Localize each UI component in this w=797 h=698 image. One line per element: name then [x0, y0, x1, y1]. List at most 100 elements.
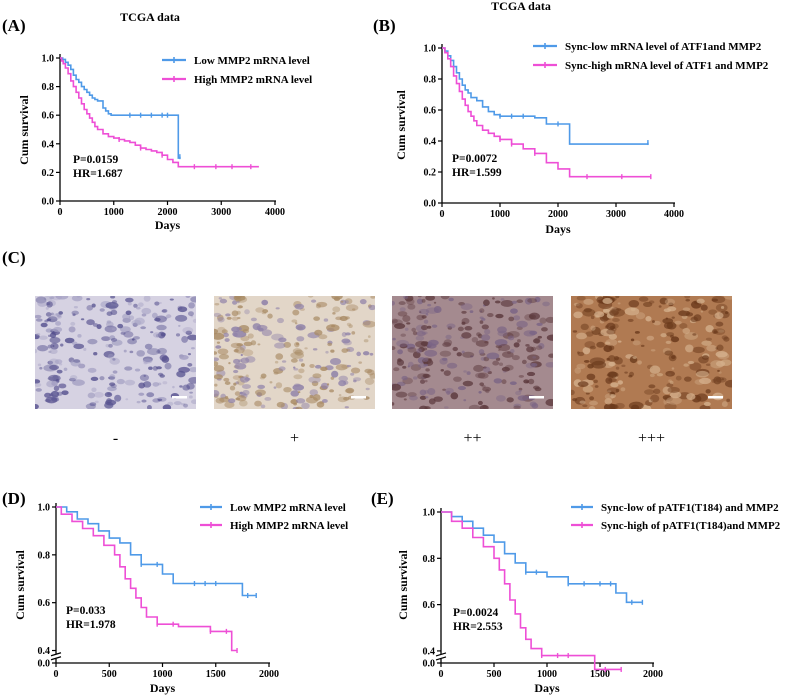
tissue-texture — [461, 350, 465, 354]
tissue-texture — [293, 383, 301, 387]
stat-text: P=0.0159 — [73, 154, 118, 166]
tissue-texture — [539, 317, 547, 324]
tissue-texture — [487, 370, 492, 375]
ihc-panel: (C)- + ++ +++ — [2, 248, 732, 447]
tissue-texture — [38, 335, 48, 340]
tissue-texture — [715, 360, 726, 367]
tissue-texture — [576, 363, 586, 370]
tissue-texture — [232, 300, 238, 305]
tissue-texture — [312, 348, 318, 351]
tissue-texture — [217, 348, 229, 355]
tissue-texture — [585, 392, 590, 395]
tissue-texture — [214, 361, 219, 367]
tissue-texture — [89, 402, 97, 407]
tissue-texture — [238, 359, 243, 363]
tissue-texture — [462, 380, 474, 387]
tissue-texture — [483, 366, 487, 369]
tissue-texture — [407, 392, 417, 398]
tissue-texture — [669, 380, 674, 385]
tissue-texture — [609, 310, 619, 316]
tissue-texture — [37, 363, 42, 367]
tissue-texture — [405, 343, 416, 350]
tissue-texture — [470, 355, 474, 358]
tissue-texture — [577, 351, 585, 357]
tissue-texture — [593, 379, 598, 384]
tissue-texture — [308, 296, 314, 298]
tissue-texture — [87, 392, 96, 399]
legend-label: Low MMP2 mRNA level — [194, 55, 310, 67]
tissue-texture — [440, 368, 445, 372]
tissue-texture — [542, 301, 550, 307]
tissue-texture — [350, 372, 355, 376]
tissue-texture — [421, 298, 426, 303]
tissue-texture — [607, 371, 618, 378]
tissue-texture — [107, 392, 112, 396]
tissue-texture — [684, 296, 691, 299]
tissue-texture — [157, 382, 162, 386]
tissue-texture — [524, 297, 533, 305]
tissue-texture — [191, 347, 195, 350]
tissue-texture — [492, 297, 495, 300]
survival-plot-a: (A) TCGA data 0.0 0.2 0.4 0.6 0.8 1.0 0 1000 2000 3… — [2, 10, 312, 232]
x-tick-label: 0 — [58, 207, 63, 218]
y-tick-label: 0.2 — [424, 168, 437, 179]
tissue-texture — [612, 318, 620, 323]
tissue-texture — [671, 355, 676, 360]
tissue-texture — [479, 308, 485, 314]
tissue-texture — [64, 337, 75, 344]
tissue-texture — [419, 395, 427, 400]
tissue-texture — [129, 350, 134, 354]
tissue-texture — [312, 373, 322, 379]
tissue-texture — [112, 358, 116, 361]
tissue-texture — [35, 334, 40, 340]
tissue-texture — [651, 320, 655, 324]
tissue-texture — [175, 333, 181, 337]
tissue-texture — [501, 379, 507, 385]
tissue-texture — [685, 344, 694, 353]
tissue-texture — [314, 329, 323, 336]
tissue-texture — [35, 379, 41, 384]
tissue-texture — [330, 376, 335, 380]
stat-text: HR=1.978 — [66, 619, 116, 631]
tissue-texture — [335, 364, 348, 371]
tissue-texture — [234, 296, 242, 299]
tissue-texture — [392, 301, 396, 306]
tissue-texture — [76, 296, 81, 298]
tissue-texture — [640, 344, 645, 348]
tissue-texture — [283, 341, 292, 348]
tissue-texture — [35, 382, 42, 387]
tissue-texture — [223, 332, 229, 338]
axis-break-mark — [50, 652, 62, 657]
tissue-texture — [183, 403, 188, 408]
tissue-texture — [173, 401, 182, 406]
tissue-texture — [214, 383, 218, 387]
tissue-texture — [346, 348, 351, 352]
tissue-texture — [335, 316, 343, 321]
tissue-texture — [404, 327, 409, 331]
tissue-texture — [143, 374, 147, 377]
tissue-texture — [548, 353, 553, 358]
tissue-texture — [525, 343, 530, 347]
tissue-texture — [224, 338, 230, 342]
tissue-texture — [255, 307, 265, 313]
tissue-texture — [500, 298, 505, 301]
tissue-texture — [420, 341, 430, 347]
tissue-texture — [187, 353, 191, 356]
tissue-texture — [164, 362, 172, 370]
tissue-texture — [630, 307, 636, 312]
tissue-texture — [628, 401, 644, 409]
tissue-texture — [412, 376, 418, 380]
tissue-texture — [124, 366, 133, 371]
panel-label: (A) — [2, 16, 26, 35]
tissue-texture — [495, 313, 504, 319]
tissue-texture — [316, 301, 328, 308]
tissue-texture — [343, 380, 349, 385]
tissue-texture — [536, 322, 543, 326]
tissue-texture — [247, 333, 254, 339]
tissue-texture — [698, 377, 712, 385]
tissue-texture — [399, 343, 408, 349]
tissue-texture — [70, 321, 76, 326]
ihc-grade-label: ++ — [463, 430, 481, 447]
stat-text: HR=2.553 — [453, 621, 503, 633]
tissue-texture — [428, 398, 436, 405]
